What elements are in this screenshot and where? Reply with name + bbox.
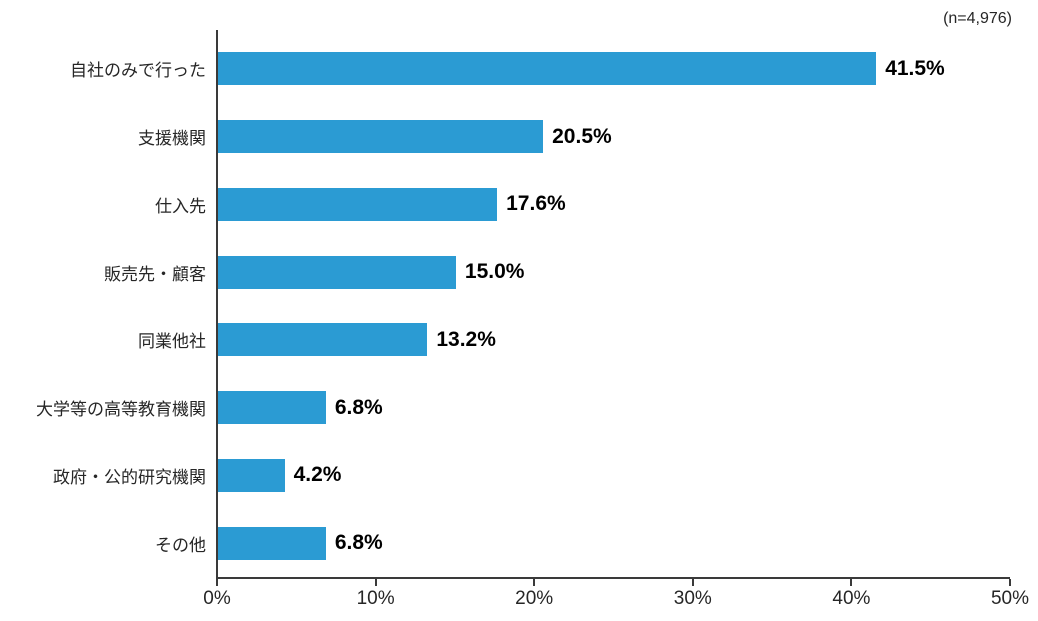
x-axis-tick-label: 20% bbox=[515, 588, 554, 609]
category-label: 政府・公的研究機関 bbox=[53, 467, 206, 487]
bar bbox=[218, 187, 498, 221]
x-axis-line bbox=[216, 577, 1010, 579]
chart-row: 大学等の高等教育機関 6.8% bbox=[0, 374, 1038, 442]
value-label: 6.8% bbox=[334, 395, 383, 419]
value-label: 17.6% bbox=[506, 192, 566, 216]
category-label: 自社のみで行った bbox=[70, 61, 206, 81]
x-axis-tick-label: 30% bbox=[673, 588, 712, 609]
bars-container: 自社のみで行った 41.5% 支援機関 20.5% 仕入先 17.6% 販売先・顧客 15.0… bbox=[0, 35, 1038, 577]
value-label: 15.0% bbox=[464, 260, 525, 284]
x-axis-tick-label: 50% bbox=[990, 588, 1030, 609]
bar bbox=[218, 120, 544, 154]
category-label: その他 bbox=[155, 535, 206, 555]
y-axis-line bbox=[216, 30, 218, 578]
category-label: 販売先・顧客 bbox=[104, 264, 206, 284]
chart-row: 自社のみで行った 41.5% bbox=[0, 35, 1038, 103]
value-label: 13.2% bbox=[436, 327, 496, 351]
x-axis-tick bbox=[216, 579, 218, 586]
x-axis-tick bbox=[1009, 579, 1011, 586]
chart-row: 支援機関 20.5% bbox=[0, 103, 1038, 171]
x-axis-tick-label: 40% bbox=[832, 588, 871, 609]
category-label: 支援機関 bbox=[138, 129, 206, 149]
x-axis-tick-label: 0% bbox=[203, 588, 231, 609]
x-axis-tick bbox=[374, 579, 377, 586]
bar bbox=[218, 255, 456, 289]
bar bbox=[218, 458, 285, 492]
chart-row: 政府・公的研究機関 4.2% bbox=[0, 442, 1038, 510]
category-label: 大学等の高等教育機関 bbox=[36, 400, 206, 420]
sample-size-annotation: (n=4,976) bbox=[943, 10, 1012, 27]
value-label: 41.5% bbox=[885, 56, 945, 80]
value-label: 20.5% bbox=[552, 124, 612, 148]
x-axis-tick-label: 10% bbox=[356, 588, 395, 609]
x-axis-tick bbox=[533, 579, 536, 586]
value-label: 6.8% bbox=[334, 531, 383, 555]
bar bbox=[218, 526, 326, 560]
category-label: 仕入先 bbox=[155, 196, 206, 216]
bar bbox=[218, 391, 326, 425]
chart-row: 同業他社 13.2% bbox=[0, 306, 1038, 374]
chart-row: 仕入先 17.6% bbox=[0, 171, 1038, 239]
x-axis-tick bbox=[691, 579, 694, 586]
chart-row: その他 6.8% bbox=[0, 509, 1038, 577]
bar bbox=[218, 52, 877, 86]
x-axis-tick bbox=[850, 579, 853, 586]
bar bbox=[218, 323, 428, 357]
chart-row: 販売先・顧客 15.0% bbox=[0, 238, 1038, 306]
value-label: 4.2% bbox=[293, 463, 342, 487]
category-label: 同業他社 bbox=[138, 332, 206, 352]
